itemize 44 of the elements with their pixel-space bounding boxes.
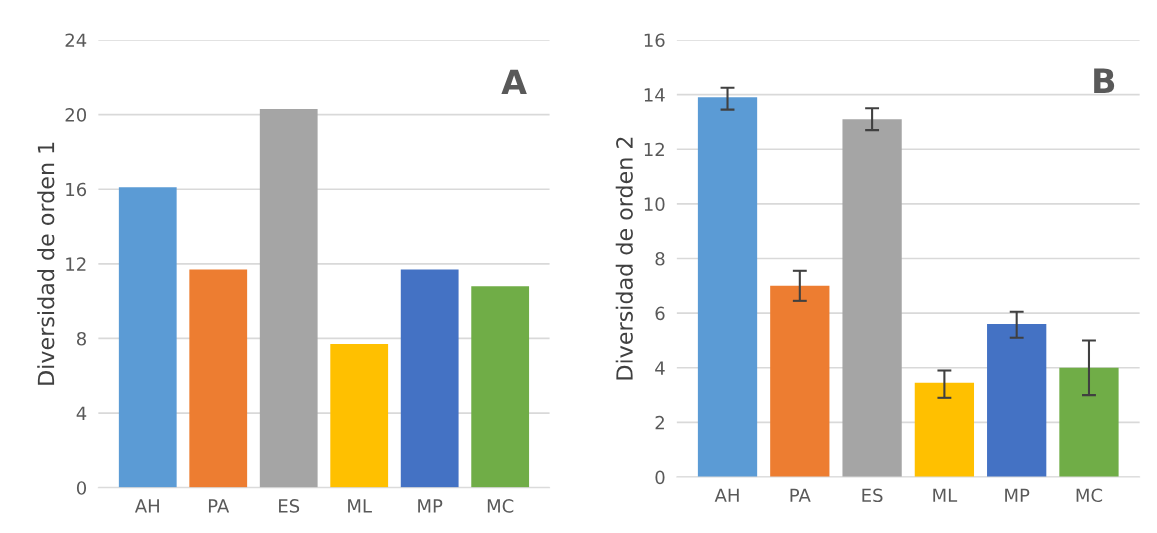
y-tick-label: 4 [76,406,87,420]
bar [259,109,318,488]
y-tick-label: 0 [655,470,665,485]
y-tick-label: 12 [66,257,86,271]
bar [471,286,530,488]
bar [697,97,758,478]
x-tick-label: MP [1005,488,1030,502]
y-tick-label: 6 [655,306,665,321]
annotation: A [501,69,527,94]
y-tick-label: 8 [655,251,665,266]
x-tick-label: ML [933,488,958,502]
x-tick-label: ES [862,488,883,503]
x-tick-label: PA [208,499,230,513]
y-tick-label: 16 [66,182,87,197]
y-tick-label: 0 [76,481,87,495]
y-tick-label: 8 [76,331,86,346]
x-tick-label: AH [714,488,739,502]
x-tick-label: MC [487,499,514,513]
bar [987,324,1047,478]
bar [400,269,459,488]
y-tick-label: 20 [65,108,87,122]
x-tick-label: AH [134,499,159,513]
y-tick-label: 16 [644,33,665,48]
y-tick-label: 14 [644,88,665,102]
x-tick-label: ES [279,499,300,513]
bar [118,187,177,488]
bar [770,285,830,478]
y-tick-label: 4 [655,361,665,375]
x-tick-label: MC [1076,488,1103,503]
bar [189,269,248,488]
y-tick-label: 12 [644,142,664,157]
y-axis-title: Diversidad de orden 2 [615,137,633,380]
bar [842,119,902,478]
y-axis-title: Diversidad de orden 1 [37,142,55,385]
bar [914,382,975,478]
y-tick-label: 2 [655,415,664,430]
y-tick-label: 24 [65,33,87,47]
x-tick-label: MP [418,499,443,513]
y-tick-label: 10 [644,197,665,211]
bar [1059,367,1119,478]
bar [330,344,389,488]
x-tick-label: ML [348,499,372,513]
annotation: B [1094,68,1115,93]
x-tick-label: PA [790,488,811,502]
